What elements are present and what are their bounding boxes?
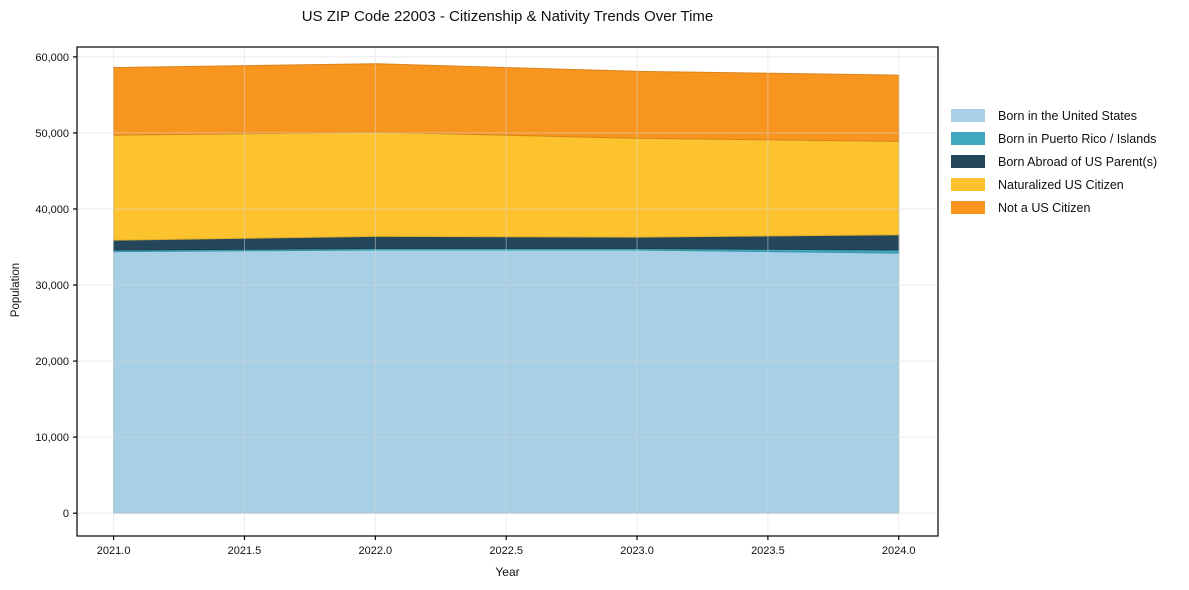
x-axis-label: Year bbox=[495, 565, 520, 579]
y-tick-label: 30,000 bbox=[35, 280, 69, 292]
legend-swatch bbox=[951, 155, 985, 168]
legend-item-label: Born in Puerto Rico / Islands bbox=[998, 131, 1157, 146]
legend-swatch bbox=[951, 178, 985, 191]
y-tick-label: 20,000 bbox=[35, 356, 69, 368]
legend-swatch bbox=[951, 201, 985, 214]
legend-item-label: Naturalized US Citizen bbox=[998, 177, 1124, 192]
y-tick-label: 60,000 bbox=[35, 52, 69, 64]
legend-item-label: Not a US Citizen bbox=[998, 200, 1091, 215]
x-axis: 2021.0 2021.5 2022.0 2022.5 2023.0 2023.5 2024… bbox=[97, 536, 916, 557]
chart-title: US ZIP Code 22003 - Citizenship & Nativi… bbox=[301, 8, 714, 25]
area-series-group bbox=[113, 63, 900, 514]
y-tick-label: 50,000 bbox=[35, 128, 69, 140]
x-tick-label: 2023.5 bbox=[751, 545, 785, 557]
legend-swatch bbox=[951, 132, 985, 145]
legend-item: Born Abroad of US Parent(s) bbox=[951, 150, 1157, 173]
gridlines bbox=[77, 47, 938, 536]
legend-item: Born in Puerto Rico / Islands bbox=[951, 127, 1157, 150]
legend-item-label: Born in the United States bbox=[998, 108, 1137, 123]
legend-item: Born in the United States bbox=[951, 104, 1157, 127]
legend-item: Not a US Citizen bbox=[951, 196, 1157, 219]
legend: Born in the United States Born in Puerto … bbox=[951, 104, 1157, 219]
x-tick-label: 2023.0 bbox=[620, 545, 654, 557]
x-tick-label: 2021.5 bbox=[228, 545, 262, 557]
y-tick-label: 10,000 bbox=[35, 432, 69, 444]
legend-swatch bbox=[951, 109, 985, 122]
x-tick-label: 2021.0 bbox=[97, 545, 131, 557]
y-tick-label: 0 bbox=[63, 508, 69, 520]
y-tick-label: 40,000 bbox=[35, 204, 69, 216]
x-tick-label: 2024.0 bbox=[882, 545, 916, 557]
x-tick-label: 2022.0 bbox=[359, 545, 393, 557]
x-tick-label: 2022.5 bbox=[489, 545, 523, 557]
legend-item: Naturalized US Citizen bbox=[951, 173, 1157, 196]
y-axis: 0 10,000 20,000 30,000 40,000 50,000 60,000 bbox=[35, 52, 77, 520]
plot-border bbox=[76, 46, 939, 537]
legend-item-label: Born Abroad of US Parent(s) bbox=[998, 154, 1158, 169]
